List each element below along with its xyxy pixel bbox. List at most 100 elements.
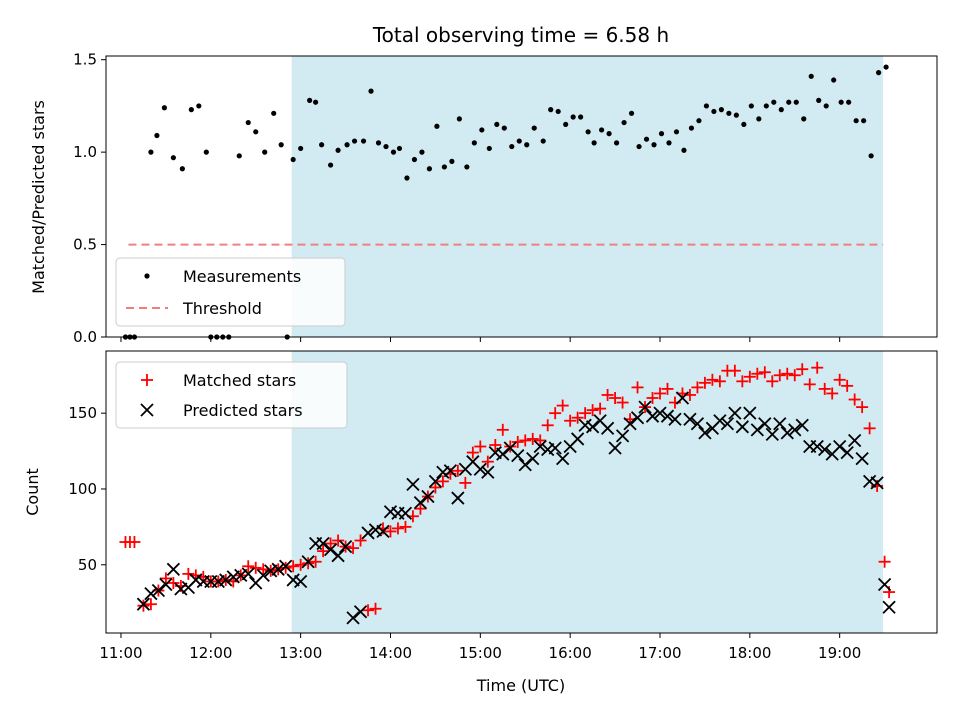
bottom-legend: Matched stars Predicted stars bbox=[115, 361, 348, 429]
matched-stars-point-80 bbox=[713, 375, 726, 388]
matched-stars-point-57 bbox=[541, 419, 554, 432]
predicted-stars-point-29 bbox=[353, 605, 368, 619]
measurement-point-38 bbox=[411, 156, 418, 163]
matched-stars-point-17 bbox=[242, 560, 255, 573]
matched-stars-point-71 bbox=[646, 392, 659, 404]
predicted-stars-point-83 bbox=[758, 417, 772, 431]
matched-stars-point-2 bbox=[128, 536, 141, 549]
matched-stars-point-66 bbox=[609, 392, 622, 404]
matched-stars-point-102 bbox=[878, 555, 891, 568]
matched-stars-point-9 bbox=[182, 567, 195, 580]
top-y-axis-label: Matched/Predicted stars bbox=[29, 100, 48, 294]
bottom-xtick-label-2: 13:00 bbox=[279, 644, 322, 662]
predicted-stars-point-74 bbox=[690, 417, 705, 431]
matched-stars-point-82 bbox=[728, 364, 741, 377]
matched-stars-point-60 bbox=[564, 414, 577, 427]
predicted-stars-point-79 bbox=[728, 406, 742, 420]
bottom-xtick-label-6: 17:00 bbox=[638, 644, 681, 662]
predicted-stars-point-56 bbox=[556, 452, 570, 466]
measurement-point-24 bbox=[307, 97, 313, 103]
measurement-point-27 bbox=[327, 162, 334, 168]
predicted-stars-point-24 bbox=[316, 536, 330, 551]
matched-stars-point-4 bbox=[144, 598, 157, 611]
threshold-legend-label: Threshold bbox=[182, 299, 262, 318]
measurement-point-32 bbox=[368, 88, 374, 94]
predicted-stars-point-26 bbox=[331, 549, 345, 563]
predicted-stars-point-86 bbox=[780, 426, 794, 440]
measurement-point-95 bbox=[838, 99, 844, 105]
predicted-stars-point-38 bbox=[421, 489, 435, 504]
measurement-point-83 bbox=[748, 103, 754, 109]
x-axis-label: Time (UTC) bbox=[476, 676, 565, 695]
matched-stars-point-86 bbox=[758, 366, 771, 379]
matched-stars-point-79 bbox=[706, 373, 719, 386]
predicted-stars-point-70 bbox=[660, 409, 675, 423]
measurement-point-10 bbox=[203, 149, 209, 155]
predicted-stars-point-0 bbox=[136, 597, 151, 611]
measurements-legend-marker bbox=[144, 273, 150, 279]
matched-stars-point-56 bbox=[534, 434, 547, 447]
matched-stars-point-55 bbox=[526, 432, 539, 445]
measurement-point-98 bbox=[861, 118, 867, 124]
measurement-point-9 bbox=[196, 103, 202, 109]
matched-stars-point-6 bbox=[159, 572, 172, 585]
matched-stars-point-37 bbox=[391, 522, 404, 535]
measurement-point-34 bbox=[383, 143, 389, 150]
predicted-stars-point-25 bbox=[323, 542, 338, 557]
predicted-stars-point-16 bbox=[256, 568, 270, 583]
top-ytick-label-0: 0.0 bbox=[73, 328, 97, 346]
measurement-point-33 bbox=[375, 140, 382, 146]
measurement-point-29 bbox=[344, 142, 350, 148]
matched-stars-point-89 bbox=[781, 367, 794, 380]
matched-stars-point-31 bbox=[347, 542, 360, 555]
matched-stars-point-34 bbox=[369, 602, 382, 615]
matched-stars-point-64 bbox=[594, 402, 607, 415]
measurement-point-96 bbox=[846, 99, 852, 105]
predicted-stars-point-85 bbox=[773, 417, 787, 431]
measurement-point-73 bbox=[673, 129, 680, 135]
bottom-panel: 50 100 150 11:00 12:00 13:00 14:00 15:00 16:00 1… bbox=[23, 350, 938, 695]
predicted-stars-point-75 bbox=[698, 426, 712, 440]
measurement-point-92 bbox=[816, 97, 822, 103]
matched-stars-point-40 bbox=[414, 502, 427, 515]
predicted-stars-point-98 bbox=[870, 476, 884, 490]
measurement-point-56 bbox=[548, 107, 554, 113]
measurement-point-48 bbox=[486, 145, 492, 152]
predicted-stars-point-71 bbox=[668, 412, 682, 426]
predicted-stars-point-2 bbox=[151, 583, 166, 598]
measurements-legend-label: Measurements bbox=[183, 267, 301, 286]
predicted-stars-point-19 bbox=[279, 559, 293, 573]
bottom-xtick-label-8: 19:00 bbox=[818, 644, 861, 662]
measurement-point-25 bbox=[313, 99, 319, 105]
matched-stars-point-91 bbox=[796, 363, 809, 376]
predicted-stars-point-46 bbox=[481, 465, 495, 479]
matched-stars-point-51 bbox=[496, 423, 509, 436]
measurement-point-60 bbox=[578, 114, 584, 120]
bottom-xtick-label-5: 16:00 bbox=[549, 644, 592, 662]
predicted-stars-point-66 bbox=[630, 411, 645, 425]
matched-stars-point-88 bbox=[773, 369, 786, 382]
measurement-point-100 bbox=[876, 70, 882, 76]
predicted-stars-legend-marker bbox=[140, 403, 154, 417]
predicted-stars-point-88 bbox=[795, 418, 809, 432]
top-ytick-label-3: 1.5 bbox=[73, 51, 97, 69]
measurement-point-40 bbox=[426, 166, 433, 172]
predicted-stars-point-72 bbox=[675, 391, 690, 405]
bottom-xtick-label-1: 12:00 bbox=[189, 644, 232, 662]
predicted-stars-point-53 bbox=[533, 439, 547, 454]
bottom-xtick-label-3: 14:00 bbox=[369, 644, 412, 662]
predicted-stars-point-36 bbox=[406, 477, 420, 492]
measurement-point-79 bbox=[718, 107, 724, 113]
bottom-observing-span bbox=[291, 351, 884, 633]
matched-stars-point-43 bbox=[436, 475, 449, 488]
measurement-point-47 bbox=[479, 127, 485, 133]
matched-stars-point-92 bbox=[803, 378, 816, 391]
predicted-stars-point-93 bbox=[833, 439, 847, 454]
measurement-point-3 bbox=[148, 149, 154, 155]
matched-stars-point-49 bbox=[481, 455, 494, 468]
matched-stars-point-52 bbox=[504, 440, 517, 453]
predicted-stars-point-80 bbox=[735, 420, 749, 434]
measurement-point-88 bbox=[786, 99, 792, 105]
matched-stars-point-46 bbox=[459, 476, 472, 489]
